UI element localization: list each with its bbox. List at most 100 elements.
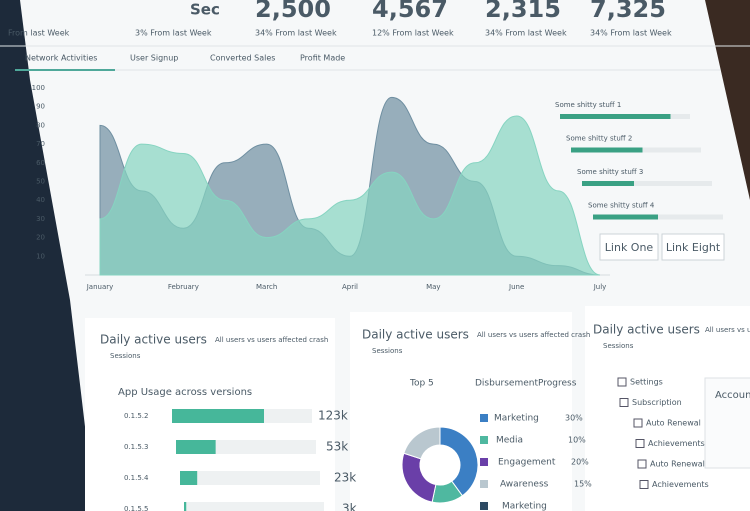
menu-icon (637, 459, 647, 469)
y-tick-label: 80 (36, 121, 45, 129)
row-name: Awareness (500, 480, 549, 490)
stat-change: 12% From last Week (372, 29, 454, 38)
menu-icon (617, 377, 627, 387)
panel-sub: Sessions (603, 342, 634, 350)
table-header: Progress (538, 379, 577, 389)
tab[interactable]: Profit Made (300, 54, 345, 63)
legend-bar (560, 114, 671, 119)
side-title: Account (715, 390, 750, 401)
x-tick-label: January (86, 283, 114, 291)
x-tick-label: June (508, 283, 524, 291)
stat-change: 34% From last Week (590, 29, 672, 38)
link-button[interactable] (599, 233, 659, 261)
stat-change: 34% From last Week (255, 29, 337, 38)
y-tick-label: 40 (36, 196, 45, 204)
menu-item[interactable]: Achievements (648, 439, 705, 448)
bar-label: 123k (318, 409, 348, 423)
stat-value: 2,500 (255, 0, 331, 23)
stat-value: 2,315 (485, 0, 561, 23)
y-tick-label: 70 (36, 140, 45, 148)
legend-label: Some shitty stuff 1 (555, 101, 621, 109)
menu-icon (639, 480, 649, 489)
panel-title: Daily active users (593, 323, 700, 337)
side-box (704, 377, 750, 469)
stat-change: 34% From last Week (485, 29, 567, 38)
y-tick-label: 20 (36, 234, 45, 242)
y-tick-label: 30 (36, 215, 45, 223)
link-button[interactable] (661, 233, 725, 261)
bar (176, 440, 216, 454)
panel-sub: Sessions (110, 352, 141, 360)
panel-note: All users vs users affected crash (477, 331, 590, 339)
y-tick-label: 10 (36, 252, 45, 260)
y-tick-label: 50 (36, 178, 45, 186)
tab[interactable]: Converted Sales (210, 54, 275, 63)
swatch (480, 458, 488, 466)
bar-track (184, 502, 324, 511)
x-tick-label: May (426, 283, 440, 291)
tab[interactable]: User Signup (130, 54, 178, 63)
version: 0.1.5.3 (124, 443, 149, 451)
y-tick-label: 60 (36, 159, 45, 167)
legend-bar (571, 147, 643, 153)
row-value: 10% (568, 436, 586, 445)
tab[interactable]: Network Activities (25, 54, 97, 63)
bar (172, 409, 264, 423)
menu-icon (619, 398, 629, 407)
legend-label: Some shitty stuff 3 (577, 168, 643, 176)
link-text[interactable]: Link One (605, 241, 654, 254)
swatch (480, 502, 488, 510)
y-tick-label: 100 (32, 84, 45, 92)
panel-note: All users vs users affected crash (215, 336, 328, 344)
x-tick-label: February (168, 283, 199, 291)
y-tick-label: 90 (36, 103, 45, 111)
version: 0.1.5.2 (124, 412, 149, 420)
menu-icon (633, 418, 643, 428)
area (99, 115, 601, 276)
row-value: 15% (574, 480, 592, 489)
menu-item[interactable]: Subscription (632, 398, 682, 407)
row-name: Media (496, 436, 523, 446)
bezel (705, 0, 750, 200)
swatch (480, 480, 488, 488)
row-name: Marketing (494, 414, 539, 424)
panel-title: Daily active users (362, 328, 469, 342)
stat-change: From last Week (8, 29, 70, 38)
menu-item[interactable]: Achievements (652, 480, 709, 489)
row-value: 30% (565, 414, 583, 423)
stat-value: 7,325 (590, 0, 666, 23)
table-header: Disbursement (475, 379, 538, 389)
menu-item[interactable]: Auto Renewal (646, 419, 701, 428)
bar-label: 53k (326, 440, 348, 454)
version: 0.1.5.4 (124, 474, 149, 482)
swatch (480, 436, 488, 444)
row-value: 20% (571, 458, 589, 467)
swatch (480, 414, 488, 422)
legend-label: Some shitty stuff 4 (588, 202, 655, 210)
legend-label: Some shitty stuff 2 (566, 135, 632, 143)
table-header: Top 5 (409, 379, 434, 389)
panel-note: All users vs users affected crash (705, 326, 750, 334)
row-name: Marketing (502, 502, 547, 511)
donut-segment (403, 426, 441, 460)
chart-title: App Usage across versions (118, 387, 252, 398)
menu-item[interactable]: Auto Renewal (650, 460, 705, 469)
x-tick-label: July (593, 283, 607, 291)
x-tick-label: April (342, 283, 358, 291)
legend-bar (593, 214, 658, 220)
donut-segment (439, 426, 479, 497)
x-tick-label: March (256, 283, 277, 291)
menu-item[interactable]: Settings (630, 378, 663, 387)
stat-change: 3% From last Week (135, 29, 212, 38)
stat-value: 4,567 (372, 0, 448, 23)
bar-label: 23k (334, 471, 356, 485)
link-text[interactable]: Link Eight (666, 241, 721, 254)
menu-icon (635, 439, 645, 448)
bar-label: 3k (342, 502, 357, 511)
panel-sub: Sessions (372, 347, 403, 355)
bar-track (180, 471, 320, 485)
stat-value: Sec (190, 1, 220, 19)
bar (180, 471, 198, 485)
